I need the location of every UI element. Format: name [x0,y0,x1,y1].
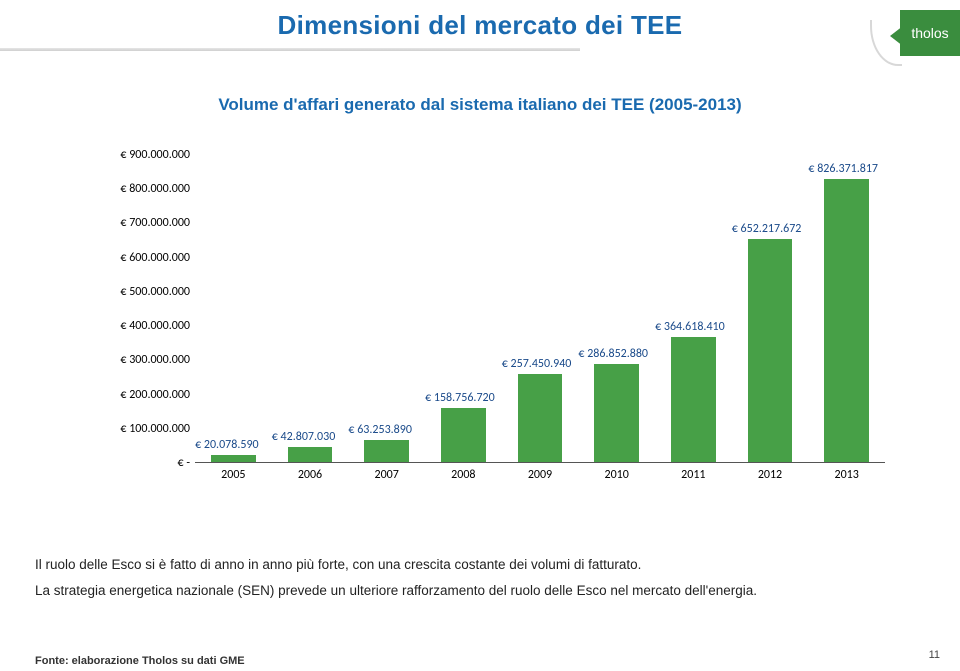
y-tick-label: € 700.000.000 [120,216,190,230]
bar-value-label: € 826.371.817 [808,162,878,176]
logo-text: tholos [900,10,960,56]
x-tick-label: 2012 [732,468,809,482]
header-rule [0,48,580,51]
bar-value-label: € 63.253.890 [348,423,412,437]
y-tick-label: € 200.000.000 [120,388,190,402]
y-tick-label: € 500.000.000 [120,285,190,299]
y-tick-label: € 100.000.000 [120,422,190,436]
bar [748,239,792,462]
logo: tholos [900,10,960,56]
y-tick-label: € 300.000.000 [120,353,190,367]
y-tick-label: € 900.000.000 [120,148,190,162]
body-text: Il ruolo delle Esco si è fatto di anno i… [35,555,925,600]
chart-title: Volume d'affari generato dal sistema ita… [0,95,960,115]
bar [671,337,715,462]
x-tick-label: 2009 [502,468,579,482]
logo-pointer-icon [890,28,900,44]
y-tick-label: € 400.000.000 [120,319,190,333]
bar [441,408,485,462]
paragraph: Il ruolo delle Esco si è fatto di anno i… [35,555,925,575]
source-citation: Fonte: elaborazione Tholos su dati GME [35,655,245,667]
x-tick-label: 2008 [425,468,502,482]
bar [288,447,332,462]
x-tick-label: 2013 [808,468,885,482]
bar [518,374,562,462]
x-tick-label: 2006 [272,468,349,482]
x-tick-label: 2007 [348,468,425,482]
page-number: 11 [929,649,940,661]
y-tick-label: € 600.000.000 [120,251,190,265]
x-tick-label: 2011 [655,468,732,482]
bar-value-label: € 42.807.030 [272,430,336,444]
bar-value-label: € 286.852.880 [578,347,648,361]
bar-value-label: € 158.756.720 [425,391,495,405]
bar [211,455,255,462]
bar [594,364,638,462]
plot-area: € 20.078.590 € 42.807.030 € 63.253.890 € 15… [195,155,885,463]
paragraph: La strategia energetica nazionale (SEN) … [35,581,925,601]
bar [364,440,408,462]
y-axis: € 900.000.000€ 800.000.000€ 700.000.000€… [75,155,190,465]
bar-value-label: € 364.618.410 [655,320,725,334]
y-tick-label: € - [178,456,190,470]
x-tick-label: 2005 [195,468,272,482]
bar [824,179,868,462]
x-axis: 200520062007200820092010201120122013 [195,468,885,488]
page-title: Dimensioni del mercato dei TEE [0,0,960,41]
x-tick-label: 2010 [578,468,655,482]
bar-value-label: € 652.217.672 [732,222,802,236]
y-tick-label: € 800.000.000 [120,182,190,196]
header: Dimensioni del mercato dei TEE tholos [0,0,960,50]
bar-value-label: € 20.078.590 [195,438,259,452]
bar-chart: € 900.000.000€ 800.000.000€ 700.000.000€… [75,155,885,495]
bar-value-label: € 257.450.940 [502,357,572,371]
